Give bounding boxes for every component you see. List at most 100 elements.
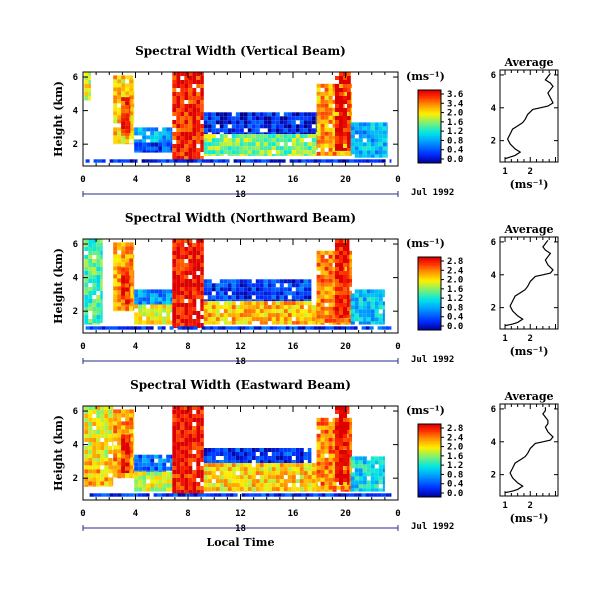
- data-cell: [231, 463, 236, 468]
- data-cell: [328, 457, 333, 462]
- data-cell: [366, 488, 371, 492]
- data-cell: [133, 135, 135, 140]
- data-cell: [196, 291, 201, 295]
- data-cell: [192, 128, 197, 132]
- data-cell: [181, 493, 186, 497]
- data-cell: [316, 318, 321, 323]
- data-cell: [172, 275, 177, 279]
- data-cell: [332, 135, 337, 140]
- data-cell: [263, 120, 268, 125]
- data-cell: [158, 466, 163, 471]
- data-cell: [133, 298, 135, 303]
- colorbar-cell: [418, 148, 441, 151]
- data-cell: [207, 317, 212, 322]
- data-cell: [332, 437, 337, 442]
- data-cell: [271, 132, 276, 135]
- data-cell: [219, 120, 224, 125]
- colorbar-cell: [418, 289, 441, 293]
- data-cell: [162, 466, 167, 471]
- data-cell: [129, 250, 134, 255]
- data-cell: [316, 485, 321, 490]
- data-cell: [251, 124, 256, 129]
- data-cell: [200, 414, 204, 418]
- data-cell: [129, 299, 131, 304]
- data-cell: [172, 474, 177, 478]
- data-cell: [121, 429, 126, 434]
- x-tick-label: 0: [395, 509, 400, 519]
- data-cell: [311, 491, 316, 492]
- data-cell: [263, 154, 268, 156]
- data-cell: [88, 469, 93, 474]
- data-cell: [150, 471, 155, 476]
- data-cell: [237, 159, 242, 163]
- data-cell: [223, 471, 228, 476]
- y-tick-label: 2: [491, 137, 496, 147]
- data-cell: [335, 466, 339, 470]
- data-cell: [281, 493, 286, 497]
- data-cell: [281, 159, 286, 163]
- data-cell: [192, 104, 197, 108]
- data-cell: [311, 132, 316, 135]
- data-cell: [297, 493, 302, 497]
- data-cell: [320, 433, 325, 438]
- data-cell: [320, 453, 325, 458]
- data-cell: [335, 128, 339, 132]
- data-cell: [133, 473, 135, 478]
- colorbar-tick-label: 0.4: [447, 313, 464, 323]
- colorbar-unit: (ms⁻¹): [406, 237, 445, 250]
- data-cell: [386, 122, 388, 127]
- data-cell: [219, 460, 224, 464]
- data-cell: [215, 460, 220, 464]
- data-cell: [108, 450, 113, 454]
- data-cell: [291, 471, 296, 476]
- data-cell: [125, 283, 130, 288]
- data-cell: [121, 271, 126, 276]
- data-cell: [180, 136, 185, 140]
- data-cell: [374, 134, 379, 139]
- data-cell: [196, 247, 201, 251]
- data-cell: [378, 456, 383, 461]
- data-cell: [231, 475, 236, 480]
- data-cell: [180, 450, 185, 454]
- data-cell: [271, 452, 276, 456]
- data-cell: [335, 406, 339, 410]
- data-cell: [235, 309, 240, 314]
- data-cell: [328, 489, 333, 492]
- data-cell: [303, 134, 308, 139]
- data-cell: [113, 99, 118, 104]
- data-cell: [121, 434, 126, 439]
- data-cell: [172, 430, 177, 434]
- data-cell: [100, 259, 103, 263]
- data-cell: [121, 458, 126, 463]
- data-cell: [207, 452, 212, 456]
- data-cell: [324, 286, 329, 291]
- data-cell: [267, 132, 272, 135]
- data-cell: [125, 143, 130, 145]
- data-cell: [100, 283, 103, 287]
- data-cell: [180, 323, 185, 327]
- data-cell: [347, 458, 350, 462]
- colorbar-cell: [418, 288, 441, 291]
- data-cell: [243, 313, 248, 318]
- data-cell: [301, 159, 306, 163]
- data-cell: [316, 298, 321, 303]
- data-cell: [203, 487, 208, 492]
- data-cell: [362, 317, 367, 322]
- data-cell: [374, 289, 379, 294]
- data-cell: [138, 316, 143, 321]
- data-cell: [235, 112, 240, 117]
- data-cell: [335, 426, 339, 430]
- data-cell: [291, 487, 296, 492]
- data-cell: [146, 293, 151, 298]
- data-cell: [104, 406, 109, 410]
- data-cell: [348, 485, 352, 490]
- data-cell: [117, 286, 122, 291]
- colorbar-tick-label: 2.8: [447, 424, 463, 434]
- data-cell: [117, 433, 122, 438]
- data-cell: [223, 313, 228, 318]
- data-cell: [105, 326, 110, 330]
- data-cell: [243, 487, 248, 492]
- data-cell: [84, 271, 89, 275]
- data-cell: [117, 266, 122, 271]
- data-cell: [347, 144, 351, 148]
